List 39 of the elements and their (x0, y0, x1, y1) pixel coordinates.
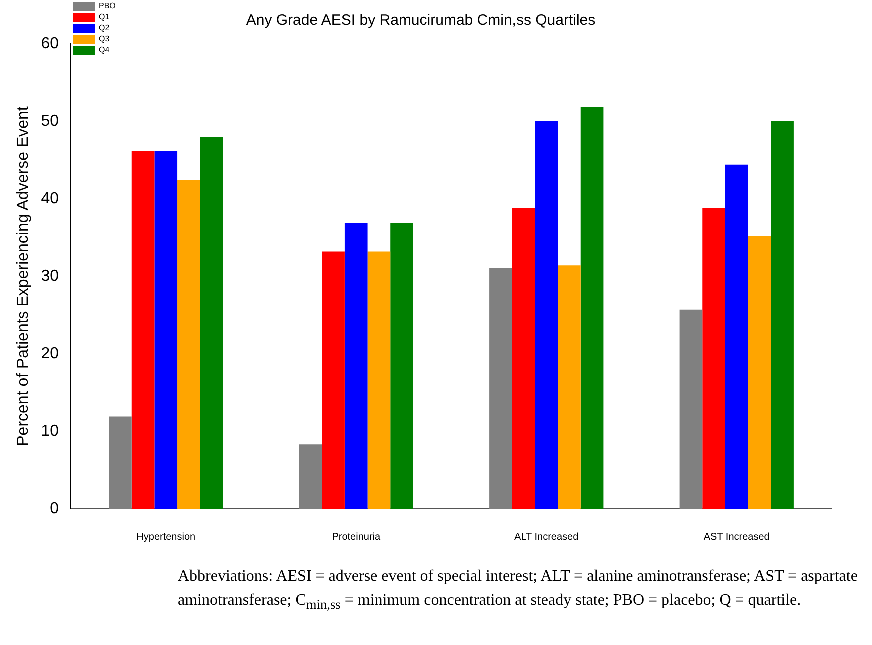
legend-label: Q4 (98, 46, 110, 55)
y-axis-title: Percent of Patients Experiencing Adverse Event (15, 106, 32, 446)
legend-label: Q1 (98, 12, 110, 22)
x-tick-label: Hypertension (136, 532, 196, 543)
bar (512, 208, 536, 509)
text: Abbreviations: AESI = adverse event of special interest; ALT = alanine aminotransferase; AST = aspartate aminotransferase; C$_{min,ss}$ = minimum concentration at steady state; PBO = placebo; Q = quartile. (178, 567, 858, 614)
bar (702, 208, 726, 509)
y-tick-label: 60 (41, 35, 60, 52)
bar (390, 223, 414, 509)
y-tick-label: 10 (41, 422, 60, 440)
bar (109, 416, 132, 509)
bar (344, 223, 368, 509)
bar (299, 444, 322, 509)
legend-label: Q2 (98, 24, 110, 33)
bar (558, 266, 581, 509)
bar (725, 164, 748, 509)
y-tick-label: 50 (41, 112, 60, 130)
x-tick-label: ALT Increased (514, 532, 579, 543)
bar (154, 150, 178, 509)
bar (368, 252, 391, 509)
bar (200, 137, 224, 509)
chart-title: Any Grade AESI by Ramucirumab Cmin,ss Quartiles (246, 12, 596, 30)
bar (535, 122, 558, 509)
bar (322, 252, 345, 509)
bar (680, 310, 703, 509)
y-tick-label: 0 (50, 500, 60, 518)
y-tick-label: 40 (41, 190, 60, 208)
bar (132, 150, 155, 509)
legend-label: Q3 (98, 34, 110, 44)
y-tick-label: 30 (41, 268, 60, 285)
x-tick-label: AST Increased (704, 532, 770, 543)
bar (178, 180, 200, 509)
legend-label: PBO (98, 2, 116, 11)
bar (771, 122, 794, 509)
bar (748, 236, 772, 509)
x-tick-label: Proteinuria (332, 532, 381, 543)
bar (490, 268, 512, 509)
bar (580, 108, 604, 509)
y-tick-label: 20 (41, 345, 60, 362)
